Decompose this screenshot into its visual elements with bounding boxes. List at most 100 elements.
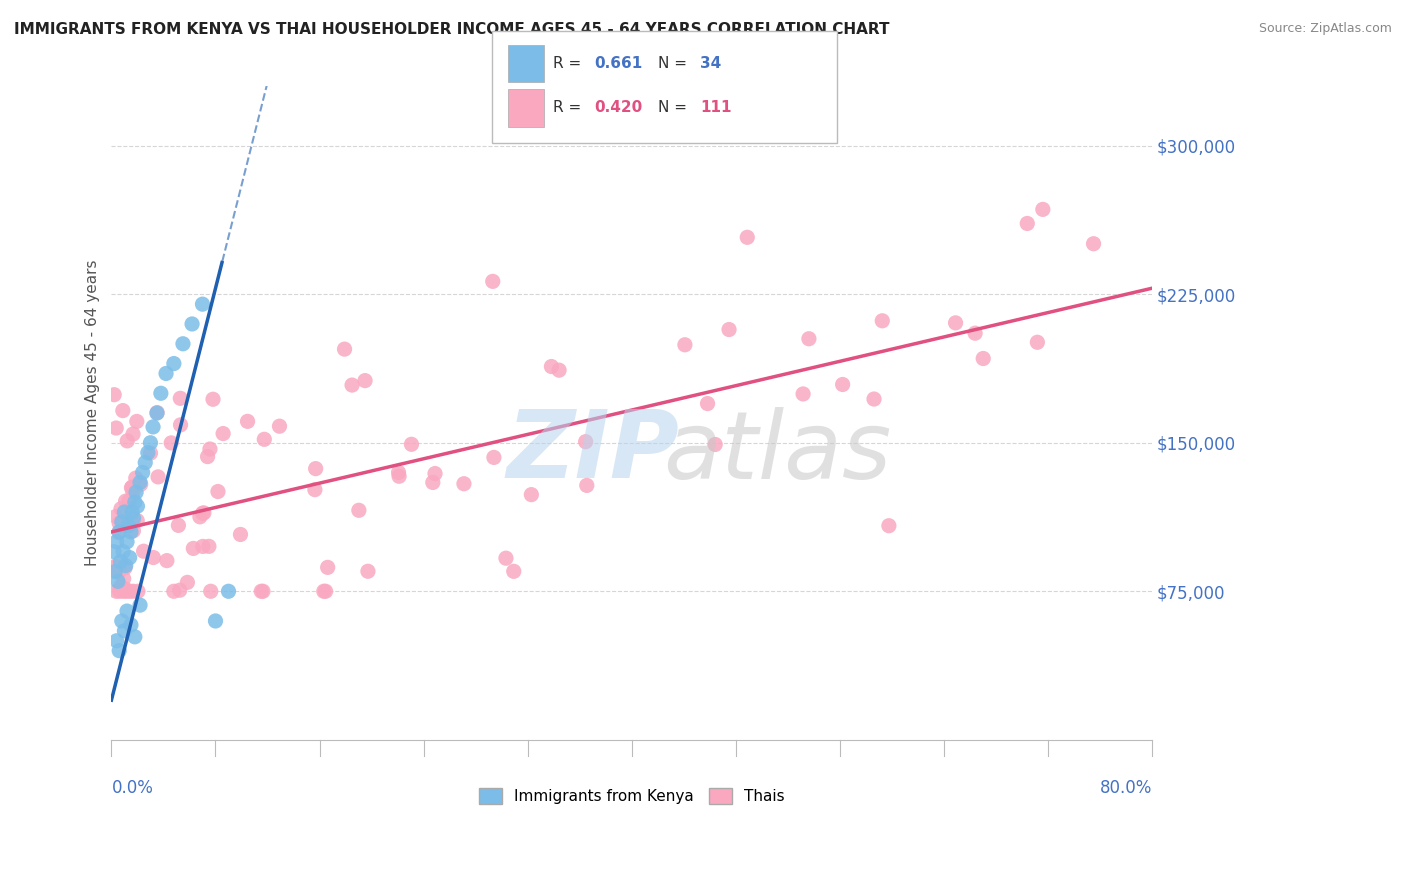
Text: 0.420: 0.420 <box>595 101 643 115</box>
Point <box>136 445 159 459</box>
Point <box>127 514 149 528</box>
Point <box>304 483 326 497</box>
Point <box>169 392 191 406</box>
Point <box>387 466 409 480</box>
Point <box>108 584 131 599</box>
Legend: Immigrants from Kenya, Thais: Immigrants from Kenya, Thais <box>472 782 792 811</box>
Point <box>125 485 148 500</box>
Point <box>193 506 215 520</box>
Point <box>198 442 221 456</box>
Point <box>872 314 894 328</box>
Point <box>108 525 131 540</box>
Point <box>863 392 886 406</box>
Point <box>202 392 225 407</box>
Point <box>453 476 475 491</box>
Point <box>129 598 152 612</box>
Point <box>401 437 423 451</box>
Point <box>118 550 141 565</box>
Point <box>181 317 204 331</box>
Point <box>212 426 235 441</box>
Point <box>176 575 198 590</box>
Point <box>105 584 128 599</box>
Point <box>163 584 186 599</box>
Point <box>155 367 177 381</box>
Point <box>218 584 240 599</box>
Point <box>120 524 142 539</box>
Point <box>110 555 132 569</box>
Point <box>718 322 741 336</box>
Point <box>1083 236 1105 251</box>
Point <box>142 550 165 565</box>
Point <box>132 544 155 558</box>
Point <box>122 511 145 525</box>
Point <box>122 524 145 538</box>
Point <box>388 469 411 483</box>
Point <box>114 582 136 597</box>
Point <box>1032 202 1054 217</box>
Point <box>252 584 274 599</box>
Point <box>120 618 142 632</box>
Point <box>125 414 148 428</box>
Point <box>125 471 148 485</box>
Point <box>105 633 128 648</box>
Point <box>121 505 143 519</box>
Point <box>945 316 967 330</box>
Point <box>163 357 186 371</box>
Point <box>127 584 149 599</box>
Point <box>115 534 138 549</box>
Point <box>122 485 145 500</box>
Point <box>103 544 125 558</box>
Point <box>197 450 219 464</box>
Point <box>110 580 132 594</box>
Point <box>139 446 162 460</box>
Point <box>104 559 127 574</box>
Point <box>114 560 136 574</box>
Point <box>316 560 339 574</box>
Point <box>236 414 259 428</box>
Point <box>735 230 758 244</box>
Point <box>115 584 138 599</box>
Text: 34: 34 <box>700 56 721 70</box>
Point <box>107 574 129 589</box>
Text: ZIP: ZIP <box>508 406 679 499</box>
Point <box>108 565 131 579</box>
Point <box>965 326 987 341</box>
Point <box>172 336 194 351</box>
Point <box>423 467 446 481</box>
Point <box>575 478 598 492</box>
Point <box>121 481 143 495</box>
Point <box>103 387 125 401</box>
Point <box>104 565 127 579</box>
Point <box>124 495 146 509</box>
Point <box>139 435 162 450</box>
Point <box>149 386 172 401</box>
Point <box>146 470 169 484</box>
Point <box>1026 335 1049 350</box>
Point <box>122 427 145 442</box>
Point <box>696 396 718 410</box>
Point <box>972 351 994 366</box>
Point <box>495 551 517 566</box>
Point <box>118 584 141 599</box>
Point <box>108 643 131 657</box>
Point <box>191 506 214 520</box>
Point <box>105 565 128 579</box>
Point <box>122 516 145 530</box>
Point <box>134 456 156 470</box>
Point <box>112 505 135 519</box>
Point <box>114 494 136 508</box>
Point <box>110 501 132 516</box>
Point <box>146 406 169 420</box>
Point <box>131 466 153 480</box>
Point <box>575 434 598 449</box>
Point <box>142 420 165 434</box>
Point <box>111 515 134 529</box>
Point <box>183 541 205 556</box>
Point <box>831 377 853 392</box>
Point <box>122 584 145 599</box>
Point <box>112 584 135 599</box>
Point <box>169 417 191 432</box>
Point <box>347 503 370 517</box>
Point <box>117 519 139 533</box>
Point <box>127 499 149 513</box>
